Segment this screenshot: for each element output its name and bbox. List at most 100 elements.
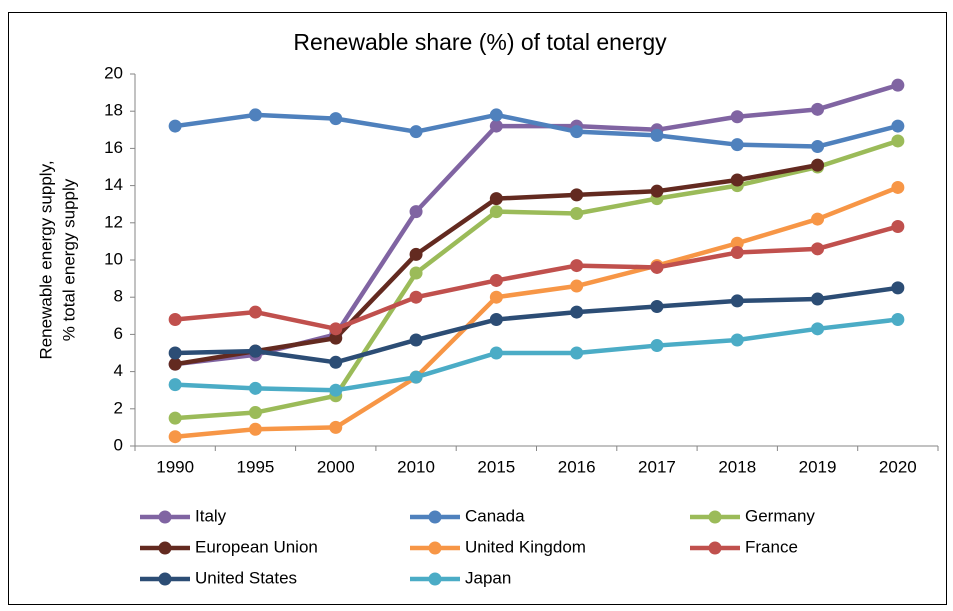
legend-marker <box>708 541 722 555</box>
data-point <box>891 78 905 92</box>
data-point <box>248 108 262 122</box>
y-tick-label: 12 <box>104 212 123 231</box>
data-point <box>650 128 664 142</box>
data-point <box>409 266 423 280</box>
data-point <box>730 138 744 152</box>
data-point <box>891 281 905 295</box>
data-point <box>168 411 182 425</box>
data-point <box>811 158 825 172</box>
data-point <box>329 331 343 345</box>
legend-label: United States <box>195 568 297 587</box>
data-point <box>730 333 744 347</box>
legend-label: Canada <box>465 506 525 525</box>
data-point <box>811 212 825 226</box>
legend-marker <box>428 541 442 555</box>
x-tick-label: 1990 <box>156 457 194 476</box>
data-point <box>168 119 182 133</box>
data-point <box>730 246 744 260</box>
legend-marker <box>708 510 722 524</box>
data-point <box>489 290 503 304</box>
x-tick-label: 2010 <box>397 457 435 476</box>
x-tick-label: 2017 <box>638 457 676 476</box>
x-tick-label: 2016 <box>558 457 596 476</box>
data-point <box>650 184 664 198</box>
y-tick-label: 14 <box>104 175 123 194</box>
data-point <box>811 242 825 256</box>
data-point <box>409 370 423 384</box>
data-point <box>248 422 262 436</box>
data-point <box>650 260 664 274</box>
x-tick-label: 2018 <box>718 457 756 476</box>
data-point <box>168 378 182 392</box>
data-point <box>489 119 503 133</box>
y-tick-label: 20 <box>104 63 123 82</box>
x-tick-label: 2020 <box>879 457 917 476</box>
legend-label: Germany <box>745 506 815 525</box>
y-tick-label: 16 <box>104 138 123 157</box>
data-point <box>489 205 503 219</box>
series-line <box>174 138 899 421</box>
data-point <box>570 305 584 319</box>
data-point <box>570 259 584 273</box>
y-tick-label: 10 <box>104 249 123 268</box>
y-tick-label: 4 <box>114 361 123 380</box>
data-point <box>730 110 744 124</box>
data-point <box>409 125 423 139</box>
data-point <box>489 108 503 122</box>
data-point <box>248 344 262 358</box>
series-line <box>174 112 899 149</box>
data-point <box>248 381 262 395</box>
legend-marker <box>158 510 172 524</box>
data-point <box>409 333 423 347</box>
data-point <box>730 236 744 250</box>
data-point <box>329 112 343 126</box>
y-tick-label: 0 <box>114 435 123 454</box>
x-tick-label: 2000 <box>317 457 355 476</box>
x-tick-label: 2019 <box>799 457 837 476</box>
y-tick-label: 6 <box>114 324 123 343</box>
data-point <box>409 205 423 219</box>
data-point <box>329 420 343 434</box>
data-point <box>570 279 584 293</box>
legend-marker <box>428 510 442 524</box>
y-axis-label: % total energy supply <box>59 178 78 341</box>
data-point <box>730 294 744 308</box>
data-point <box>811 292 825 306</box>
legend-label: European Union <box>195 537 318 556</box>
data-point <box>248 406 262 420</box>
data-point <box>570 188 584 202</box>
data-point <box>730 173 744 187</box>
series-line <box>175 285 899 365</box>
data-point <box>891 180 905 194</box>
legend-marker <box>158 541 172 555</box>
data-point <box>891 134 905 148</box>
x-tick-label: 2015 <box>477 457 515 476</box>
data-point <box>489 346 503 360</box>
data-point <box>489 273 503 287</box>
y-tick-label: 2 <box>114 398 123 417</box>
data-point <box>168 430 182 444</box>
data-point <box>811 322 825 336</box>
data-point <box>891 119 905 133</box>
legend-label: Japan <box>465 568 511 587</box>
series-line <box>174 185 899 439</box>
data-point <box>168 357 182 371</box>
x-tick-label: 1995 <box>237 457 275 476</box>
data-point <box>489 313 503 327</box>
data-point <box>650 339 664 353</box>
data-point <box>329 355 343 369</box>
data-point <box>168 346 182 360</box>
legend-label: United Kingdom <box>465 537 586 556</box>
data-point <box>329 383 343 397</box>
y-axis-label: Renewable energy supply, <box>36 160 55 359</box>
data-point <box>409 247 423 261</box>
series-line <box>174 224 899 332</box>
data-point <box>650 300 664 313</box>
data-point <box>891 313 905 327</box>
y-tick-label: 18 <box>104 101 123 120</box>
data-point <box>409 290 423 304</box>
y-tick-label: 8 <box>114 287 123 306</box>
data-point <box>570 125 584 139</box>
data-point <box>811 140 825 154</box>
data-point <box>570 346 584 360</box>
